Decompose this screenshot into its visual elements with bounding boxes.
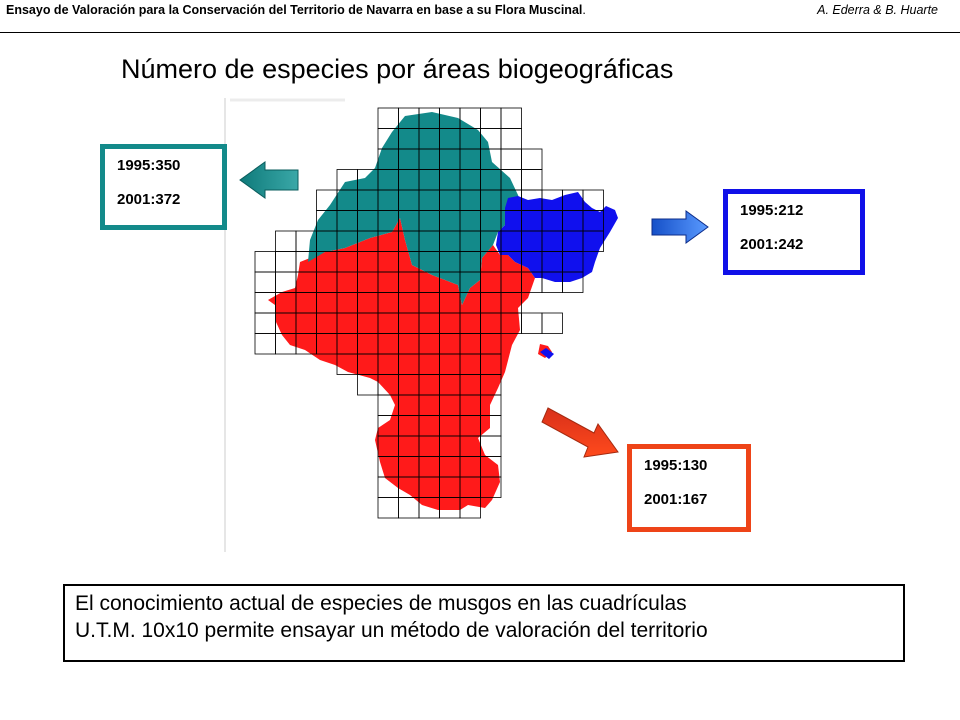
header-authors: A. Ederra & B. Huarte [817,3,938,17]
teal-area-count-box: 1995:350 2001:372 [100,144,227,230]
utm-grid-cell [541,312,563,334]
utm-grid-cell [562,271,584,293]
arrow-down-right-icon [541,407,619,458]
utm-grid-cell [500,107,522,129]
blue-region [496,192,618,282]
note-line: U.T.M. 10x10 permite ensayar un método d… [75,619,708,642]
count-2001: 2001:167 [644,491,708,508]
utm-grid-cell [254,271,276,293]
utm-grid-cell [521,148,543,170]
slide-header: Ensayo de Valoración para la Conservació… [0,0,960,33]
utm-grid-cell [254,312,276,334]
header-title: Ensayo de Valoración para la Conservació… [6,3,586,17]
teal-region [308,112,520,305]
utm-grid [254,107,604,519]
utm-grid-cell [275,251,297,273]
utm-grid-cell [398,497,420,519]
count-1995: 1995:130 [644,457,708,474]
note-line: El conocimiento actual de especies de mu… [75,592,687,615]
utm-grid-cell [480,476,502,498]
count-1995: 1995:350 [117,157,181,174]
red-area-count-box: 1995:130 2001:167 [627,444,751,532]
utm-grid-cell [521,312,543,334]
utm-grid-cell [500,148,522,170]
utm-grid-cell [275,230,297,252]
count-2001: 2001:242 [740,236,804,253]
page-title: Número de especies por áreas biogeográfi… [121,54,674,84]
red-region [268,218,535,510]
arrow-left-icon [239,161,299,199]
utm-grid-cell [480,107,502,129]
count-2001: 2001:372 [117,191,181,208]
blue-area-count-box: 1995:212 2001:242 [723,189,865,275]
utm-grid-cell [254,333,276,355]
note-box: El conocimiento actual de especies de mu… [63,584,905,662]
utm-grid-cell [377,107,399,129]
count-1995: 1995:212 [740,202,804,219]
arrow-right-icon [651,210,709,244]
blue-islet [540,348,554,359]
utm-grid-cell [500,128,522,150]
utm-grid-cell [459,497,481,519]
utm-grid-cell [254,251,276,273]
utm-grid-cell [521,169,543,191]
utm-grid-cell [377,497,399,519]
utm-grid-cell [582,230,604,252]
